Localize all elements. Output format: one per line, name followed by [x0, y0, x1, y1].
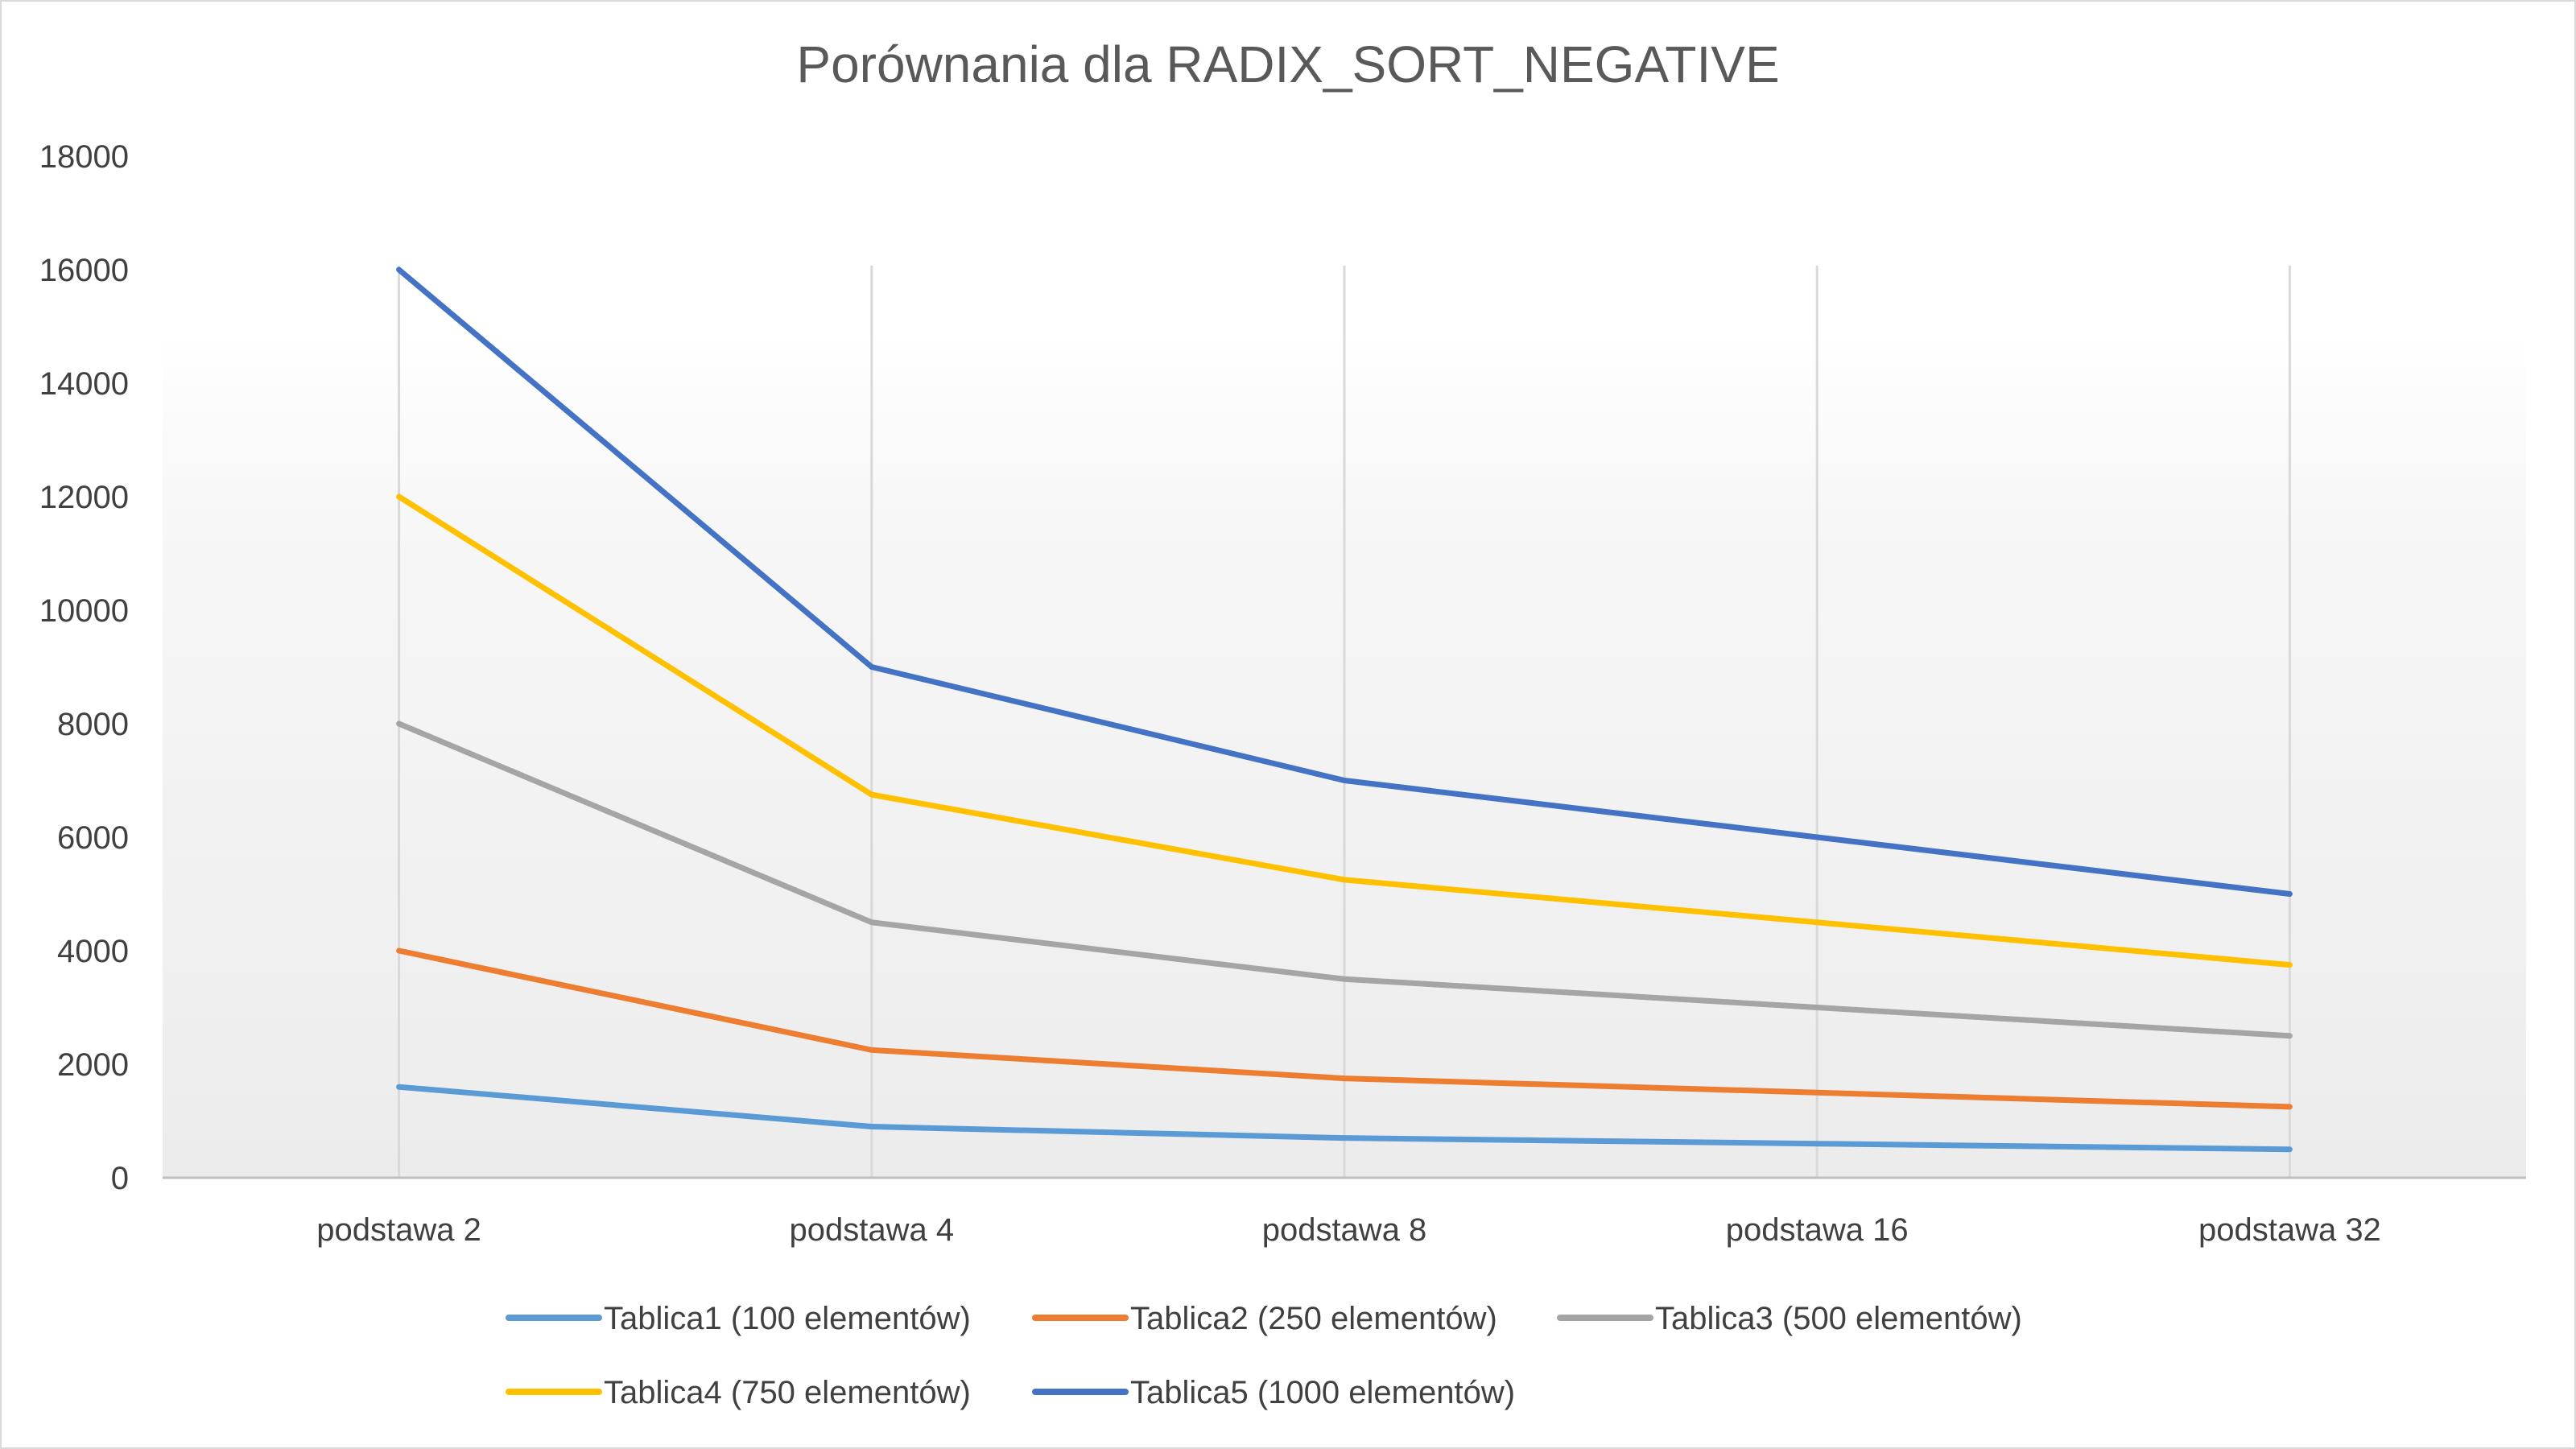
series-line-4 — [396, 493, 2293, 968]
legend: Tablica1 (100 elementów) Tablica2 (250 el… — [506, 1301, 2022, 1410]
x-tick-label: podstawa 4 — [790, 1212, 955, 1248]
x-tick-label: podstawa 2 — [316, 1212, 481, 1248]
y-tick-label: 8000 — [57, 707, 129, 742]
axis-layer: 0 2000 4000 6000 8000 10000 12000 14000 16000 180… — [39, 139, 2526, 1248]
y-tick-label: 12000 — [39, 480, 129, 515]
series-layer — [396, 266, 2293, 1153]
series-line-3 — [396, 720, 2293, 1039]
series-line-1 — [396, 1084, 2293, 1153]
legend-label-1: Tablica1 (100 elementów) — [604, 1301, 971, 1336]
y-tick-label: 2000 — [57, 1047, 129, 1083]
y-tick-label: 16000 — [39, 253, 129, 288]
x-tick-label: podstawa 16 — [1726, 1212, 1909, 1248]
legend-label-3: Tablica3 (500 elementów) — [1655, 1301, 2022, 1336]
legend-label-5: Tablica5 (1000 elementów) — [1130, 1375, 1515, 1410]
x-tick-label: podstawa 8 — [1262, 1212, 1427, 1248]
series-line-2 — [396, 947, 2293, 1110]
y-tick-label: 4000 — [57, 934, 129, 969]
y-tick-label: 18000 — [39, 139, 129, 175]
grid-layer — [398, 266, 2291, 1178]
y-tick-label: 10000 — [39, 593, 129, 629]
chart-title: Porównania dla RADIX_SORT_NEGATIVE — [796, 35, 1779, 93]
series-line-5 — [396, 266, 2293, 897]
y-tick-label: 6000 — [57, 820, 129, 856]
legend-label-4: Tablica4 (750 elementów) — [604, 1375, 971, 1410]
y-tick-label: 0 — [111, 1161, 129, 1196]
y-tick-label: 14000 — [39, 366, 129, 402]
x-tick-label: podstawa 32 — [2198, 1212, 2381, 1248]
legend-label-2: Tablica2 (250 elementów) — [1130, 1301, 1497, 1336]
